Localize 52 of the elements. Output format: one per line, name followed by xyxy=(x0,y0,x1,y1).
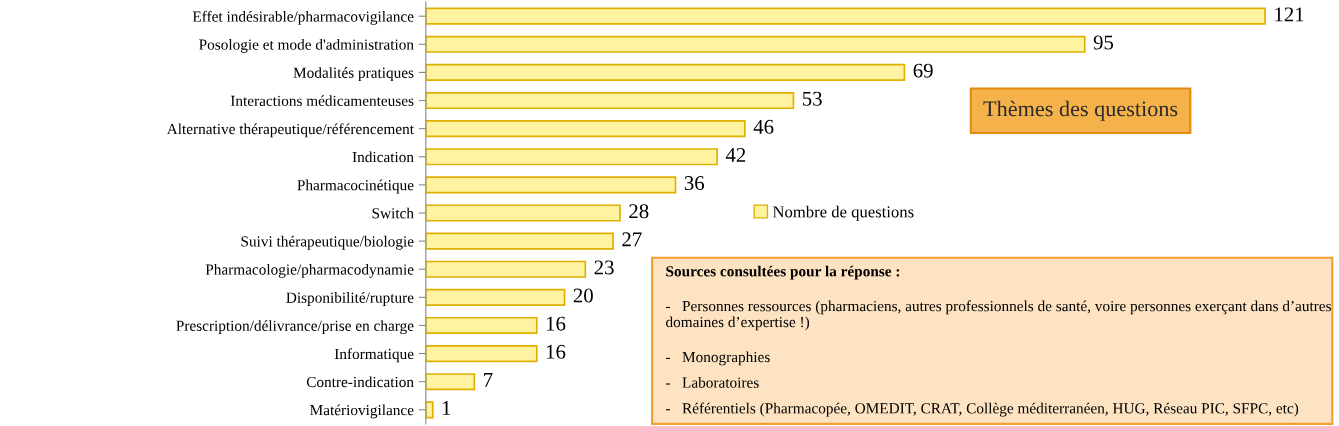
data-label: 23 xyxy=(594,260,614,275)
bar xyxy=(425,373,476,391)
y-tick-label: Informatique xyxy=(334,348,414,363)
y-tick-label: Posologie et mode d'administration xyxy=(199,39,414,53)
bar xyxy=(425,288,566,306)
y-tick-label: Prescription/délivrance/prise en charge xyxy=(176,320,414,335)
bar xyxy=(425,7,1266,25)
annotation: Sources consultées pour la réponse : xyxy=(666,265,900,280)
y-tick-label: Effet indésirable/pharmacovigilance xyxy=(192,10,414,25)
bar xyxy=(425,260,587,278)
data-label: 28 xyxy=(629,204,649,219)
data-label: 53 xyxy=(802,91,822,106)
data-label: 16 xyxy=(546,344,566,359)
data-label: 46 xyxy=(753,119,774,134)
annotation: - Monographies xyxy=(666,351,770,366)
annotation: - Personnes ressources (pharmaciens, autres professionnels de santé, voire personnes exerçant dans d’autres domaines d’expertise !) xyxy=(666,300,1331,331)
data-label: 7 xyxy=(484,373,493,387)
data-label: 42 xyxy=(725,147,746,162)
data-label: 36 xyxy=(684,176,705,191)
data-label: 1 xyxy=(442,401,451,415)
bar xyxy=(425,204,621,222)
annotation: - Référentiels (Pharmacopée, OMEDIT, CRAT, Collège méditerranéen, HUG, Réseau PIC, SFPC, etc) xyxy=(666,402,1299,417)
bar xyxy=(425,345,538,363)
data-label: 27 xyxy=(622,232,642,247)
bar xyxy=(425,63,906,81)
bar xyxy=(425,91,795,110)
data-label: 95 xyxy=(1093,35,1114,50)
bar xyxy=(425,35,1086,53)
y-tick-label: Disponibilité/rupture xyxy=(286,292,414,306)
y-tick-label: Switch xyxy=(372,207,414,219)
y-tick-label: Interactions médicamenteuses xyxy=(230,95,414,106)
bar xyxy=(425,232,614,250)
y-tick-label: Contre-indication xyxy=(306,376,414,388)
data-label: 69 xyxy=(913,63,933,78)
y-tick-label: Matériovigilance xyxy=(310,404,414,419)
data-label: 16 xyxy=(546,316,566,331)
bar xyxy=(425,316,538,335)
y-tick-label: Suivi thérapeutique/biologie xyxy=(241,235,414,250)
y-tick-label: Pharmacocinétique xyxy=(297,179,414,194)
legend-label: Nombre de questions xyxy=(772,205,914,221)
bar xyxy=(425,401,434,419)
bar xyxy=(425,148,718,166)
y-tick-label: Pharmacologie/pharmacodynamie xyxy=(205,263,414,278)
data-label: 20 xyxy=(573,288,593,303)
bar xyxy=(425,120,746,138)
text: Thèmes des questions xyxy=(983,100,1178,121)
data-label: 121 xyxy=(1275,7,1304,22)
bar xyxy=(425,176,677,194)
y-tick-label: Modalités pratiques xyxy=(293,67,414,81)
y-tick-label: Alternative thérapeutique/référencement xyxy=(166,123,414,138)
y-tick-label: Indication xyxy=(352,151,414,163)
annotation: - Laboratoires xyxy=(666,377,759,388)
